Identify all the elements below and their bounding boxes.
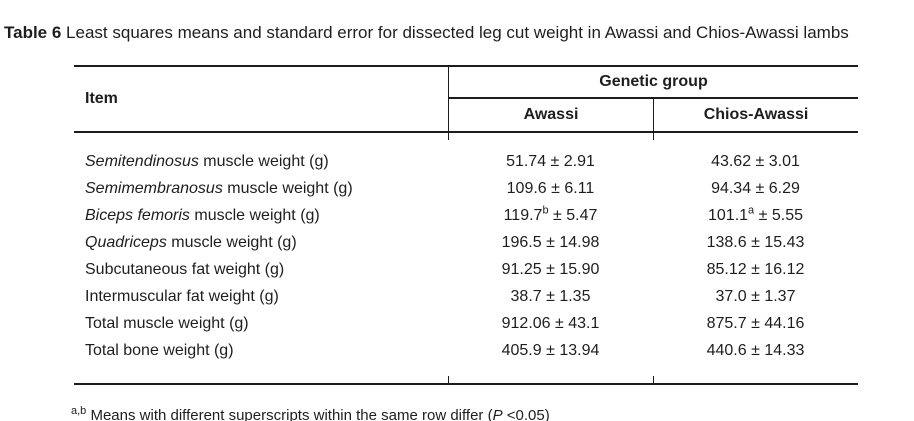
table-row: Total bone weight (g) 405.9 ± 13.94 440.…: [74, 337, 858, 364]
item-label-text: muscle weight (g): [189, 206, 320, 224]
item-cell: Semimembranosus muscle weight (g): [74, 180, 448, 198]
chios-value-cell: 101.1a ± 5.55: [653, 204, 858, 225]
value-se: ± 1.37: [746, 287, 796, 305]
table-row: Total muscle weight (g) 912.06 ± 43.1 87…: [74, 310, 858, 337]
value-mean: 85.12: [706, 260, 747, 278]
chios-value-cell: 94.34 ± 6.29: [653, 180, 858, 198]
item-cell: Subcutaneous fat weight (g): [74, 261, 448, 279]
value-se: ± 1.35: [541, 287, 591, 305]
footnote-superscript: a,b: [71, 405, 87, 417]
header-cell-genetic-group: Genetic group: [448, 67, 858, 99]
value-se: ± 6.29: [751, 179, 800, 197]
header-cell-chios-awassi: Chios-Awassi: [653, 99, 858, 131]
awassi-value-cell: 51.74 ± 2.91: [448, 153, 653, 171]
footnote: a,b Means with different superscripts wi…: [71, 405, 550, 421]
awassi-value-cell: 91.25 ± 15.90: [448, 261, 653, 279]
table-row: Biceps femoris muscle weight (g) 119.7b …: [74, 202, 858, 229]
value-se: ± 14.98: [541, 233, 600, 251]
value-superscript: b: [542, 204, 549, 217]
value-se: ± 6.11: [546, 179, 595, 197]
value-superscript: a: [748, 204, 755, 217]
value-se: ± 43.1: [550, 314, 600, 332]
item-label-text: Intermuscular fat weight (g): [85, 287, 279, 305]
footnote-tail: <0.05): [502, 407, 550, 421]
value-mean: 875.7: [706, 314, 747, 332]
value-mean: 38.7: [510, 287, 542, 305]
value-mean: 94.34: [711, 179, 752, 197]
item-latin-name: Biceps femoris: [85, 206, 190, 224]
item-label-text: muscle weight (g): [166, 233, 297, 251]
value-mean: 101.1: [708, 206, 749, 224]
value-mean: 196.5: [501, 233, 542, 251]
awassi-value-cell: 405.9 ± 13.94: [448, 342, 653, 360]
table-row: Intermuscular fat weight (g) 38.7 ± 1.35…: [74, 283, 858, 310]
value-se: ± 15.43: [746, 233, 805, 251]
chios-value-cell: 37.0 ± 1.37: [653, 288, 858, 306]
data-table: Item Genetic group Awassi Chios-Awassi S…: [74, 65, 858, 385]
item-label-text: Total bone weight (g): [85, 341, 234, 359]
chios-value-cell: 43.62 ± 3.01: [653, 153, 858, 171]
footnote-p-italic: P: [492, 407, 503, 421]
table-row: Quadriceps muscle weight (g) 196.5 ± 14.…: [74, 229, 858, 256]
value-mean: 51.74: [506, 152, 547, 170]
table-row: Semimembranosus muscle weight (g) 109.6 …: [74, 175, 858, 202]
value-mean: 119.7: [503, 206, 543, 224]
value-se: ± 13.94: [541, 341, 600, 359]
awassi-value-cell: 38.7 ± 1.35: [448, 288, 653, 306]
value-se: ± 44.16: [746, 314, 805, 332]
table-row: Semitendinosus muscle weight (g) 51.74 ±…: [74, 148, 858, 175]
table-row: Subcutaneous fat weight (g) 91.25 ± 15.9…: [74, 256, 858, 283]
value-se: ± 15.90: [541, 260, 600, 278]
table-gridline-stub: [653, 376, 654, 383]
awassi-value-cell: 196.5 ± 14.98: [448, 234, 653, 252]
table-caption-text: Least squares means and standard error f…: [61, 23, 849, 42]
footnote-text: Means with different superscripts within…: [86, 407, 493, 421]
value-se: ± 2.91: [546, 152, 595, 170]
item-cell: Intermuscular fat weight (g): [74, 288, 448, 306]
table-caption-label: Table 6: [4, 23, 62, 42]
table-gridline-stub: [448, 133, 449, 140]
item-cell: Biceps femoris muscle weight (g): [74, 207, 448, 225]
chios-value-cell: 138.6 ± 15.43: [653, 234, 858, 252]
item-latin-name: Semimembranosus: [85, 179, 223, 197]
item-label-text: Subcutaneous fat weight (g): [85, 260, 285, 278]
value-mean: 43.62: [711, 152, 752, 170]
table-body: Semitendinosus muscle weight (g) 51.74 ±…: [74, 133, 858, 385]
awassi-value-cell: 119.7b ± 5.47: [448, 204, 653, 225]
value-mean: 440.6: [706, 341, 747, 359]
value-mean: 405.9: [501, 341, 542, 359]
chios-value-cell: 85.12 ± 16.12: [653, 261, 858, 279]
item-latin-name: Semitendinosus: [85, 152, 199, 170]
table-gridline-stub: [448, 376, 449, 383]
value-mean: 912.06: [501, 314, 551, 332]
table-gridline-stub: [653, 133, 654, 140]
value-mean: 37.0: [715, 287, 747, 305]
table-caption: Table 6 Least squares means and standard…: [4, 21, 912, 44]
item-cell: Semitendinosus muscle weight (g): [74, 153, 448, 171]
item-cell: Total bone weight (g): [74, 342, 448, 360]
table-header: Item Genetic group Awassi Chios-Awassi: [74, 65, 858, 133]
item-cell: Quadriceps muscle weight (g): [74, 234, 448, 252]
header-cell-awassi: Awassi: [448, 99, 653, 131]
item-label-text: muscle weight (g): [222, 179, 353, 197]
item-label-text: muscle weight (g): [198, 152, 329, 170]
value-se: ± 5.47: [548, 206, 598, 224]
value-se: ± 14.33: [746, 341, 805, 359]
value-se: ± 3.01: [751, 152, 800, 170]
awassi-value-cell: 912.06 ± 43.1: [448, 315, 653, 333]
value-se: ± 16.12: [746, 260, 805, 278]
awassi-value-cell: 109.6 ± 6.11: [448, 180, 653, 198]
header-cell-item: Item: [85, 90, 118, 107]
item-latin-name: Quadriceps: [85, 233, 167, 251]
chios-value-cell: 875.7 ± 44.16: [653, 315, 858, 333]
item-label-text: Total muscle weight (g): [85, 314, 249, 332]
value-mean: 109.6: [506, 179, 547, 197]
value-se: ± 5.55: [754, 206, 803, 224]
value-mean: 138.6: [706, 233, 747, 251]
chios-value-cell: 440.6 ± 14.33: [653, 342, 858, 360]
item-cell: Total muscle weight (g): [74, 315, 448, 333]
value-mean: 91.25: [501, 260, 542, 278]
